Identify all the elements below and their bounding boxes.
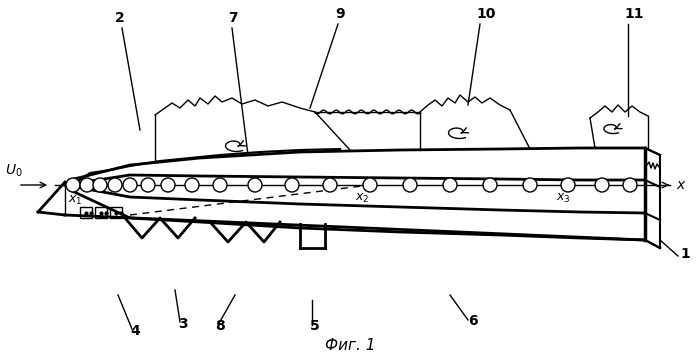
Bar — [80, 207, 92, 218]
Text: $U_0$: $U_0$ — [5, 163, 22, 180]
Text: $x_3$: $x_3$ — [556, 192, 570, 205]
Circle shape — [123, 178, 137, 192]
Text: 11: 11 — [624, 7, 643, 21]
Circle shape — [483, 178, 497, 192]
Text: Фиг. 1: Фиг. 1 — [325, 337, 375, 352]
Circle shape — [561, 178, 575, 192]
Bar — [110, 207, 122, 218]
Circle shape — [523, 178, 537, 192]
Circle shape — [623, 178, 637, 192]
Circle shape — [108, 178, 122, 192]
Text: 1: 1 — [680, 247, 689, 261]
Circle shape — [80, 178, 94, 192]
Circle shape — [248, 178, 262, 192]
Circle shape — [323, 178, 337, 192]
Text: 10: 10 — [476, 7, 496, 21]
Circle shape — [66, 178, 80, 192]
Text: $x_2$: $x_2$ — [355, 192, 370, 205]
Circle shape — [443, 178, 457, 192]
Circle shape — [285, 178, 299, 192]
Text: 7: 7 — [228, 11, 237, 25]
Circle shape — [403, 178, 417, 192]
Text: x: x — [676, 178, 684, 192]
Circle shape — [595, 178, 609, 192]
Text: 8: 8 — [215, 319, 225, 333]
Circle shape — [141, 178, 155, 192]
Text: 9: 9 — [335, 7, 344, 21]
Text: $x_1$: $x_1$ — [68, 194, 83, 207]
Text: 3: 3 — [178, 317, 188, 331]
Circle shape — [161, 178, 175, 192]
Circle shape — [363, 178, 377, 192]
Text: 6: 6 — [468, 314, 477, 328]
Text: 2: 2 — [115, 11, 125, 25]
Text: 4: 4 — [130, 324, 140, 338]
Circle shape — [93, 178, 107, 192]
Circle shape — [213, 178, 227, 192]
Circle shape — [185, 178, 199, 192]
Bar — [95, 207, 107, 218]
Text: 5: 5 — [310, 319, 320, 333]
